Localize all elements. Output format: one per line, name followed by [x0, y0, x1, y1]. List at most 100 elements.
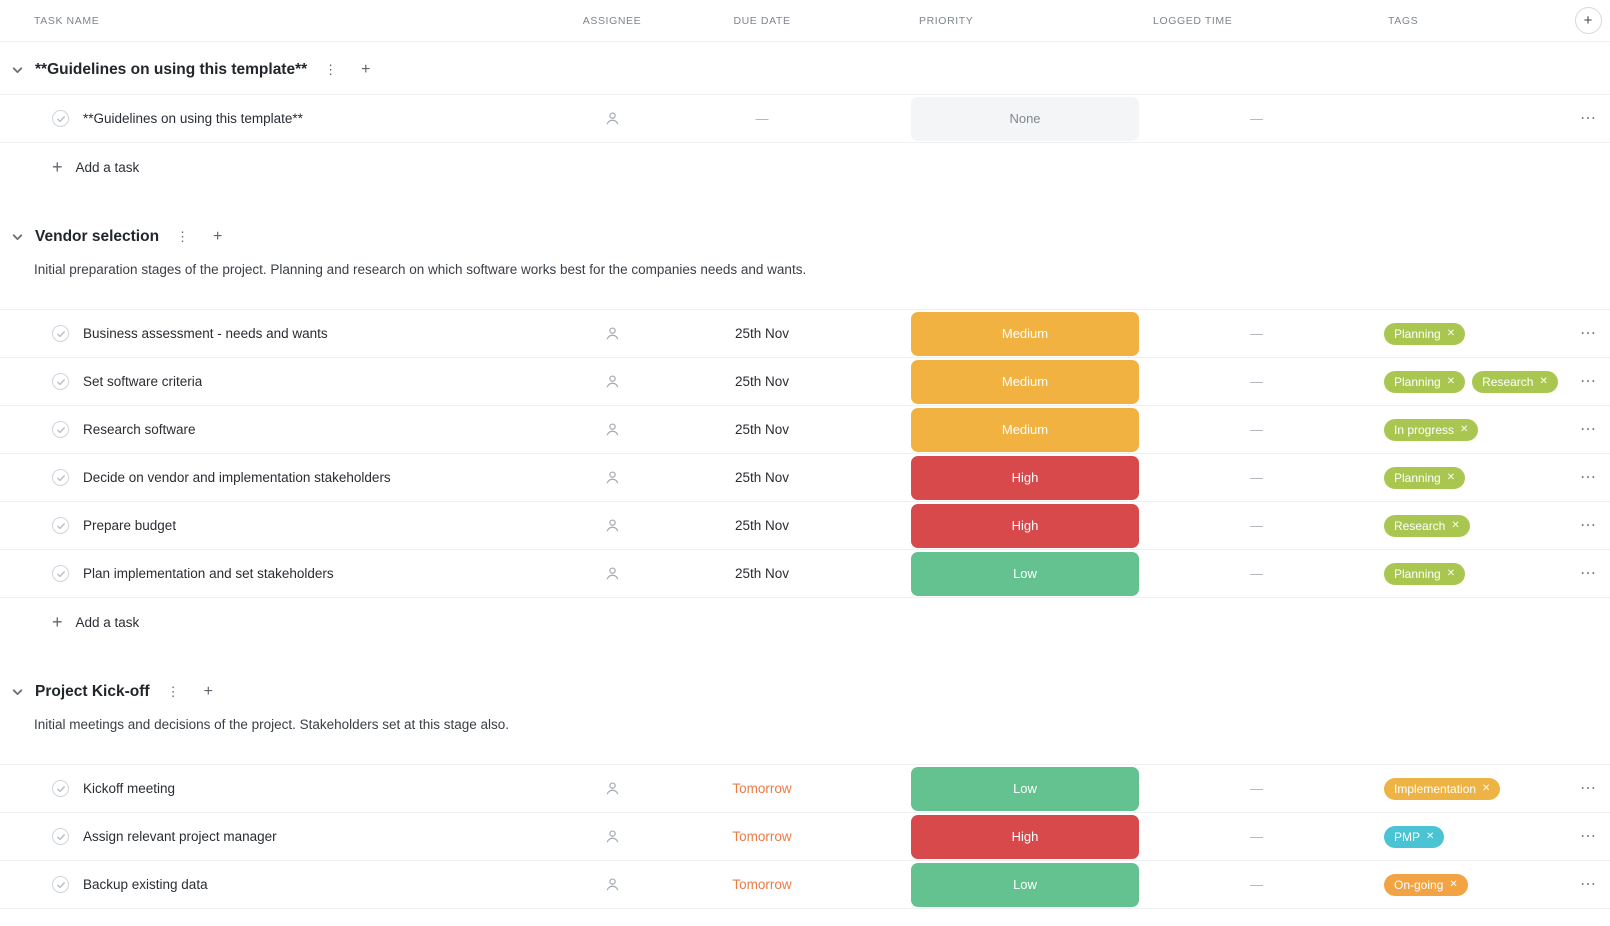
add-task-button[interactable]: + Add a task	[0, 143, 1610, 191]
logged-time-empty[interactable]: —	[1250, 518, 1263, 533]
tag-remove-icon[interactable]: ✕	[1446, 328, 1456, 339]
add-column-button[interactable]: +	[1574, 7, 1602, 34]
section-add-icon[interactable]: +	[206, 226, 229, 248]
tag-pill[interactable]: Planning ✕	[1384, 562, 1466, 585]
section-title[interactable]: Project Kick-off	[35, 683, 150, 700]
tag-pill[interactable]: Implementation ✕	[1384, 777, 1501, 800]
column-assignee[interactable]: ASSIGNEE	[582, 14, 642, 27]
tag-pill[interactable]: Research ✕	[1472, 370, 1558, 393]
row-more-icon[interactable]: ⋯	[1580, 109, 1596, 127]
tag-remove-icon[interactable]: ✕	[1539, 376, 1548, 387]
assignee-icon[interactable]	[603, 564, 622, 583]
priority-cell[interactable]: Medium	[911, 311, 1139, 356]
due-date[interactable]: 25th Nov	[734, 518, 790, 533]
due-date[interactable]: 25th Nov	[734, 566, 790, 581]
column-tags[interactable]: TAGS	[1388, 14, 1419, 27]
task-check-icon[interactable]	[52, 876, 69, 893]
assignee-icon[interactable]	[603, 468, 622, 487]
row-more-icon[interactable]: ⋯	[1580, 779, 1596, 797]
logged-time-empty[interactable]: —	[1250, 470, 1263, 485]
priority-cell[interactable]: High	[911, 455, 1139, 500]
row-more-icon[interactable]: ⋯	[1580, 564, 1596, 582]
due-date[interactable]: 25th Nov	[734, 470, 790, 485]
task-check-icon[interactable]	[52, 373, 69, 390]
row-more-icon[interactable]: ⋯	[1580, 468, 1596, 486]
column-due-date[interactable]: DUE DATE	[733, 14, 791, 27]
tag-pill[interactable]: In progress ✕	[1384, 418, 1479, 441]
priority-cell[interactable]: Low	[911, 551, 1139, 596]
chevron-down-icon[interactable]	[10, 64, 25, 77]
assignee-icon[interactable]	[603, 324, 622, 343]
logged-time-empty[interactable]: —	[1250, 877, 1263, 892]
due-date[interactable]: Tomorrow	[732, 781, 792, 796]
assignee-icon[interactable]	[603, 779, 622, 798]
task-check-icon[interactable]	[52, 110, 69, 127]
tag-remove-icon[interactable]: ✕	[1426, 831, 1435, 842]
task-name[interactable]: Business assessment - needs and wants	[83, 326, 328, 341]
task-check-icon[interactable]	[52, 828, 69, 845]
row-more-icon[interactable]: ⋯	[1580, 827, 1596, 845]
priority-cell[interactable]: Low	[911, 862, 1139, 907]
task-check-icon[interactable]	[52, 325, 69, 342]
task-name[interactable]: Kickoff meeting	[83, 781, 176, 796]
column-logged-time[interactable]: LOGGED TIME	[1153, 14, 1233, 27]
logged-time-empty[interactable]: —	[1250, 781, 1263, 796]
task-name[interactable]: Prepare budget	[83, 518, 177, 533]
row-more-icon[interactable]: ⋯	[1580, 516, 1596, 534]
tag-remove-icon[interactable]: ✕	[1460, 424, 1469, 435]
priority-cell[interactable]: Low	[911, 766, 1139, 811]
task-name[interactable]: Set software criteria	[83, 374, 203, 389]
priority-cell[interactable]: None	[911, 96, 1139, 141]
tag-pill[interactable]: PMP ✕	[1384, 825, 1445, 848]
chevron-down-icon[interactable]	[10, 686, 25, 699]
row-more-icon[interactable]: ⋯	[1580, 875, 1596, 893]
section-menu-icon[interactable]: ⋮	[317, 60, 344, 80]
logged-time-empty[interactable]: —	[1250, 566, 1263, 581]
assignee-icon[interactable]	[603, 875, 622, 894]
column-priority[interactable]: PRIORITY	[919, 14, 974, 27]
logged-time-empty[interactable]: —	[1250, 111, 1263, 126]
task-check-icon[interactable]	[52, 780, 69, 797]
task-check-icon[interactable]	[52, 421, 69, 438]
due-date[interactable]: 25th Nov	[734, 374, 790, 389]
tag-remove-icon[interactable]: ✕	[1451, 520, 1460, 531]
section-add-icon[interactable]: +	[354, 59, 377, 81]
task-name[interactable]: Decide on vendor and implementation stak…	[83, 470, 391, 485]
column-task-name[interactable]: TASK NAME	[34, 14, 100, 27]
task-check-icon[interactable]	[52, 469, 69, 486]
logged-time-empty[interactable]: —	[1250, 374, 1263, 389]
tag-pill[interactable]: Planning ✕	[1384, 466, 1466, 489]
chevron-down-icon[interactable]	[10, 231, 25, 244]
section-title[interactable]: Vendor selection	[35, 228, 160, 245]
assignee-icon[interactable]	[603, 827, 622, 846]
due-date[interactable]: 25th Nov	[734, 326, 790, 341]
logged-time-empty[interactable]: —	[1250, 422, 1263, 437]
tag-remove-icon[interactable]: ✕	[1482, 783, 1491, 794]
task-name[interactable]: Research software	[83, 422, 196, 437]
priority-cell[interactable]: Medium	[911, 359, 1139, 404]
priority-cell[interactable]: High	[911, 814, 1139, 859]
row-more-icon[interactable]: ⋯	[1580, 420, 1596, 438]
section-title[interactable]: **Guidelines on using this template**	[35, 61, 308, 78]
tag-pill[interactable]: Planning ✕	[1384, 322, 1466, 345]
due-date[interactable]: Tomorrow	[732, 877, 792, 892]
logged-time-empty[interactable]: —	[1250, 829, 1263, 844]
logged-time-empty[interactable]: —	[1250, 326, 1263, 341]
due-date[interactable]: Tomorrow	[732, 829, 792, 844]
section-menu-icon[interactable]: ⋮	[160, 682, 187, 702]
task-name[interactable]: Plan implementation and set stakeholders	[83, 566, 334, 581]
due-date[interactable]: 25th Nov	[734, 422, 790, 437]
task-check-icon[interactable]	[52, 565, 69, 582]
tag-remove-icon[interactable]: ✕	[1446, 472, 1456, 483]
tag-pill[interactable]: Planning ✕	[1384, 370, 1466, 393]
section-add-icon[interactable]: +	[197, 681, 220, 703]
row-more-icon[interactable]: ⋯	[1580, 372, 1596, 390]
add-task-button[interactable]: + Add a task	[0, 598, 1610, 646]
tag-pill[interactable]: Research ✕	[1384, 514, 1470, 537]
priority-cell[interactable]: Medium	[911, 407, 1139, 452]
task-name[interactable]: **Guidelines on using this template**	[83, 111, 303, 126]
tag-pill[interactable]: On-going ✕	[1384, 873, 1468, 896]
task-name[interactable]: Assign relevant project manager	[83, 829, 277, 844]
section-menu-icon[interactable]: ⋮	[169, 227, 196, 247]
row-more-icon[interactable]: ⋯	[1580, 324, 1596, 342]
